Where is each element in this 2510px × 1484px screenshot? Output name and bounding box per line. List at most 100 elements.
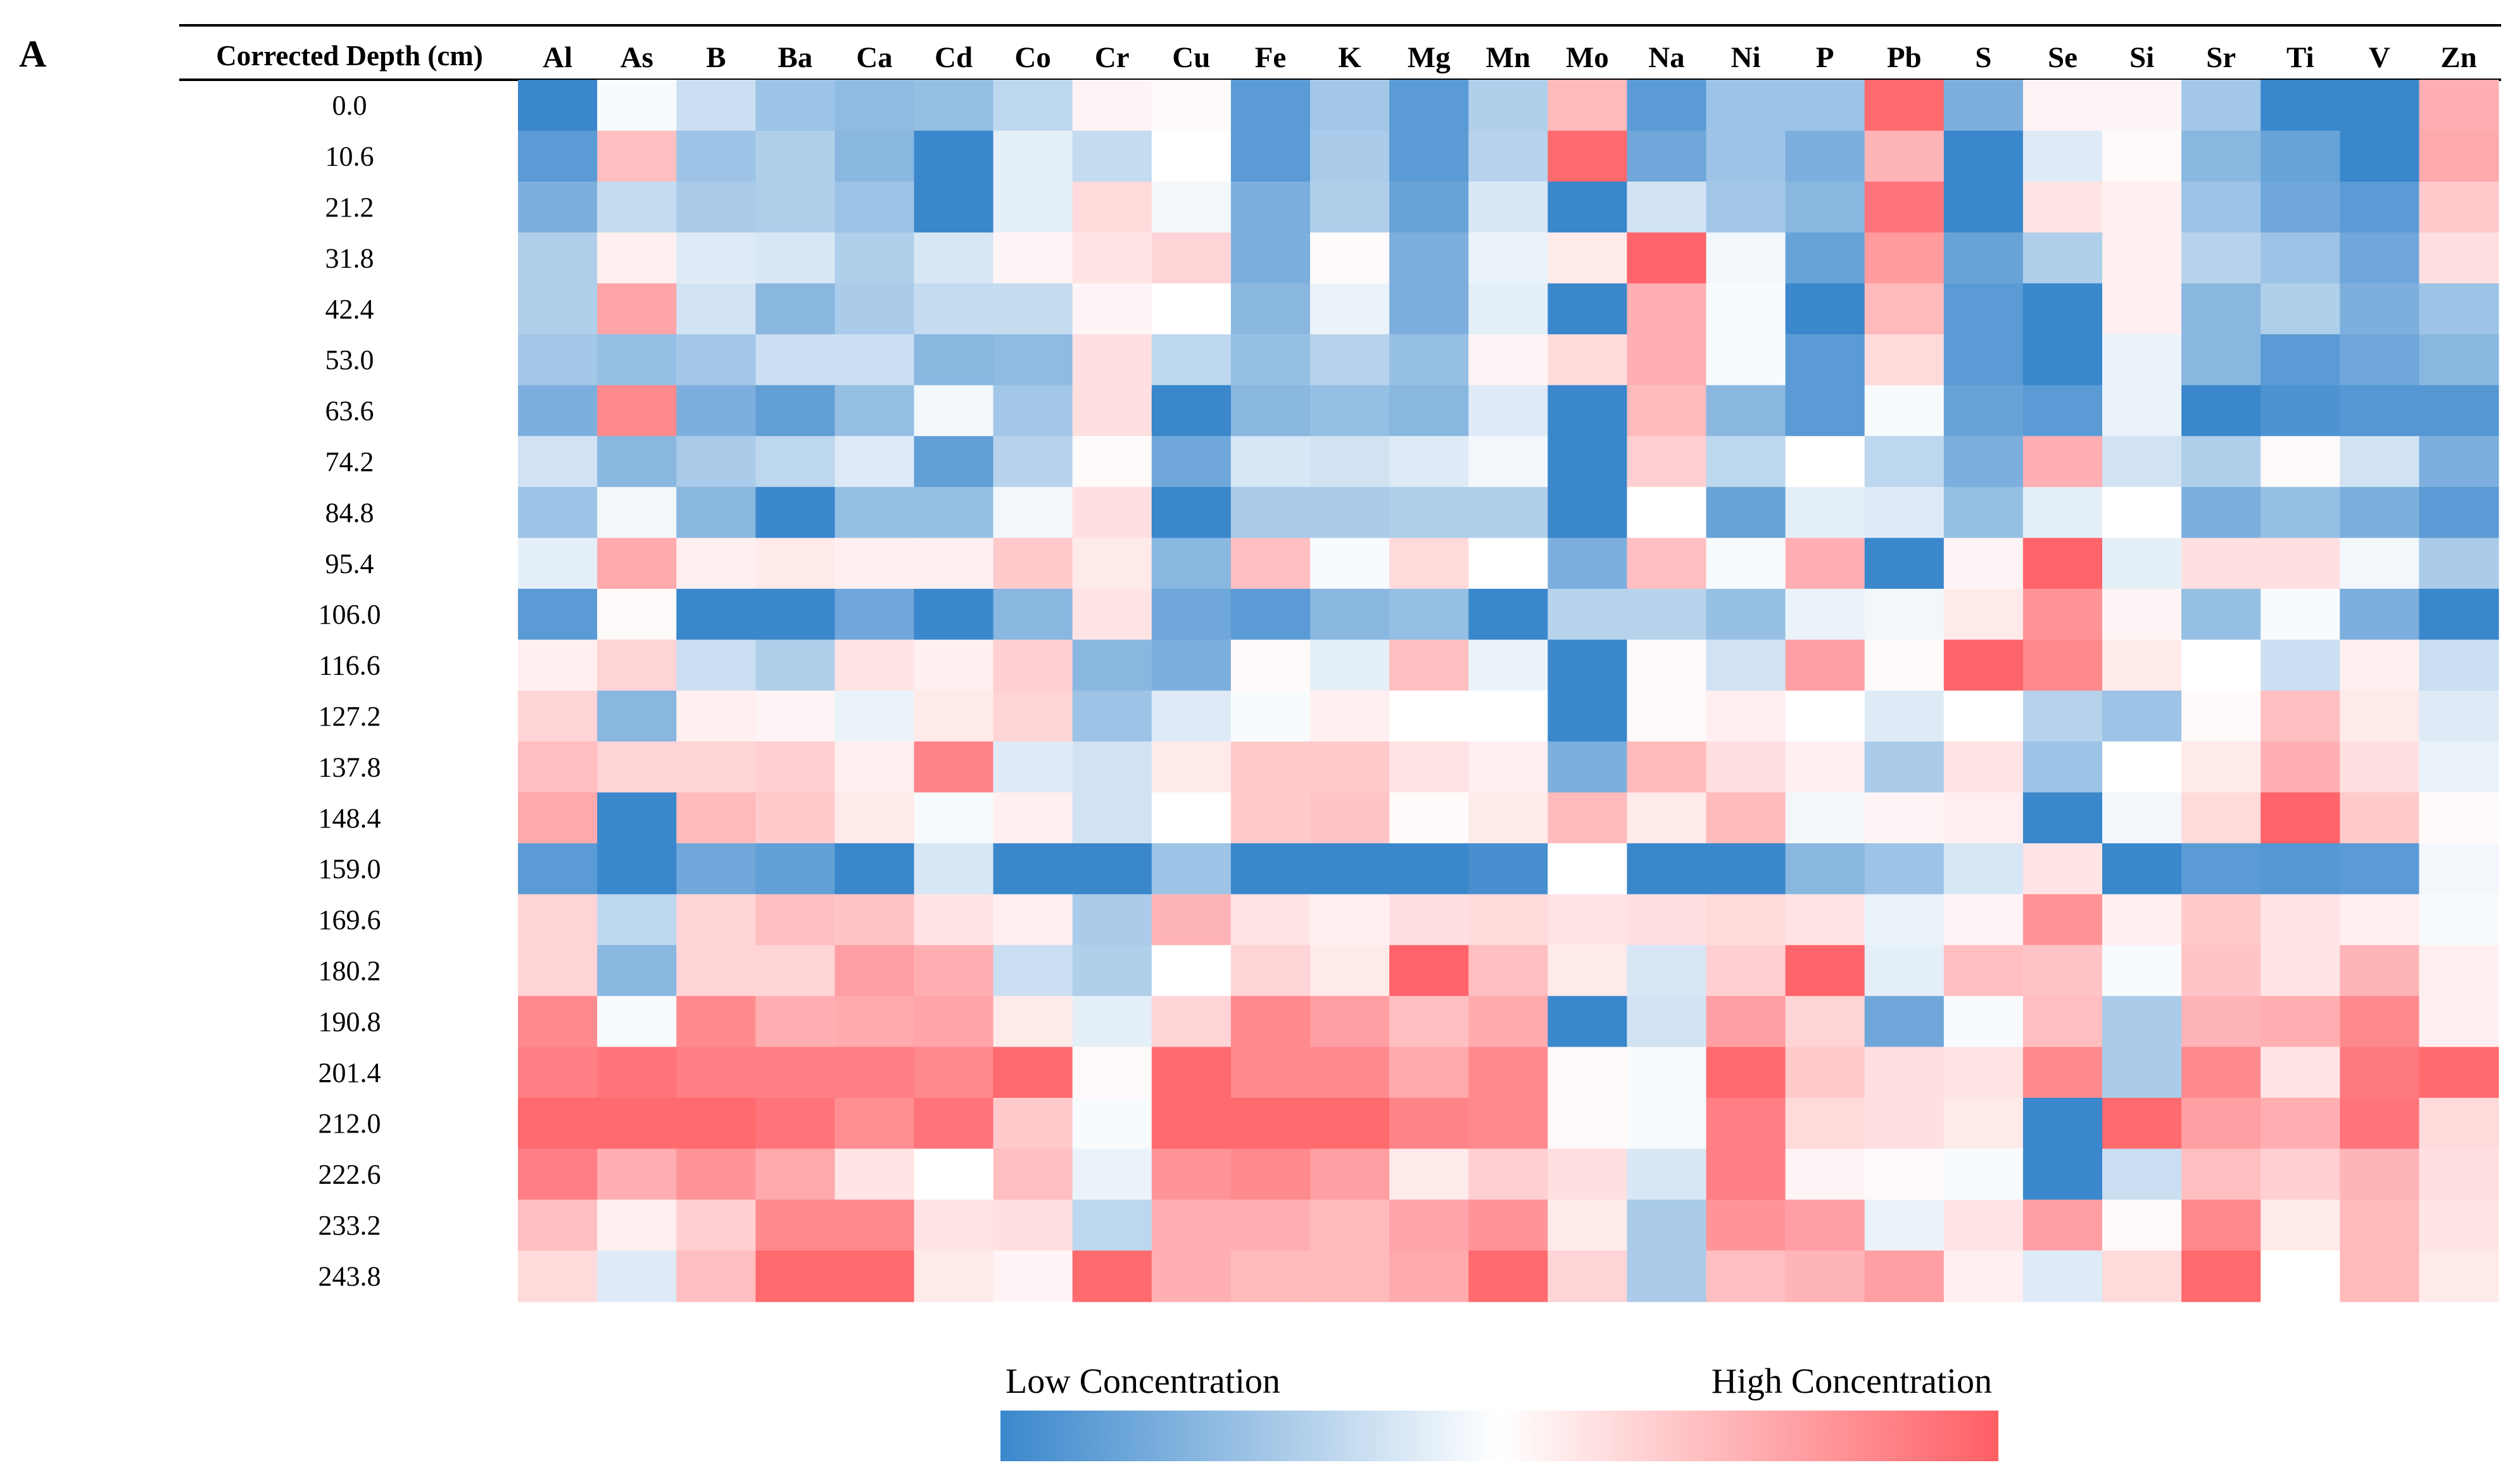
cell-233-2-si (2102, 1199, 2183, 1252)
cell-0-0-s (1943, 80, 2024, 132)
cell-116-6-mg (1389, 639, 1470, 691)
cell-137-8-cd (914, 741, 994, 793)
cell-190-8-as (597, 996, 678, 1048)
cell-63-6-cd (914, 385, 994, 437)
cell-74-2-zn (2419, 436, 2499, 488)
cell-10-6-cd (914, 130, 994, 182)
cell-84-8-pb (1864, 487, 1945, 539)
cell-201-4-s (1943, 1047, 2024, 1098)
cell-169-6-sr (2181, 894, 2262, 946)
cell-212-0-ni (1706, 1098, 1786, 1150)
cell-243-8-mg (1389, 1250, 1470, 1302)
cell-0-0-v (2340, 80, 2420, 132)
cell-180-2-p (1785, 945, 1865, 997)
cell-201-4-pb (1864, 1047, 1945, 1098)
cell-42-4-cd (914, 283, 994, 335)
cell-21-2-as (597, 181, 678, 234)
cell-116-6-s (1943, 639, 2024, 691)
cell-137-8-si (2102, 741, 2183, 793)
column-header-fe: Fe (1255, 41, 1287, 74)
cell-106-0-zn (2419, 589, 2499, 641)
cell-116-6-v (2340, 639, 2420, 691)
cell-0-0-sr (2181, 80, 2262, 132)
cell-74-2-al (518, 436, 598, 488)
cell-116-6-cr (1072, 639, 1152, 691)
cell-95-4-mo (1548, 538, 1628, 589)
cell-95-4-v (2340, 538, 2420, 589)
cell-74-2-mn (1468, 436, 1549, 488)
row-label-10-6: 10.6 (325, 141, 374, 172)
row-label-190-8: 190.8 (318, 1006, 381, 1037)
cell-137-8-na (1627, 741, 1707, 793)
cell-212-0-b (676, 1098, 757, 1150)
cell-148-4-ni (1706, 792, 1786, 844)
cell-106-0-al (518, 589, 598, 641)
cell-159-0-se (2022, 843, 2103, 895)
cell-84-8-as (597, 487, 678, 539)
cell-212-0-ti (2261, 1098, 2341, 1150)
cell-95-4-ba (755, 538, 836, 589)
cell-233-2-cu (1151, 1199, 1232, 1252)
cell-243-8-na (1627, 1250, 1707, 1302)
cell-74-2-ti (2261, 436, 2341, 488)
cell-233-2-na (1627, 1199, 1707, 1252)
cell-42-4-mg (1389, 283, 1470, 335)
cell-21-2-pb (1864, 181, 1945, 234)
cell-116-6-b (676, 639, 757, 691)
cell-31-8-cu (1151, 232, 1232, 284)
cell-190-8-si (2102, 996, 2183, 1048)
cell-74-2-cr (1072, 436, 1152, 488)
column-header-as: As (621, 41, 653, 74)
cell-74-2-cd (914, 436, 994, 488)
column-header-cu: Cu (1172, 41, 1210, 74)
cell-148-4-cr (1072, 792, 1152, 844)
cell-127-2-v (2340, 690, 2420, 743)
cell-233-2-cd (914, 1199, 994, 1252)
cell-159-0-as (597, 843, 678, 895)
cell-222-6-v (2340, 1148, 2420, 1200)
cell-106-0-cr (1072, 589, 1152, 641)
column-header-ca: Ca (856, 41, 892, 74)
cell-116-6-as (597, 639, 678, 691)
cell-222-6-sr (2181, 1148, 2262, 1200)
cell-0-0-ti (2261, 80, 2341, 132)
cell-201-4-al (518, 1047, 598, 1098)
cell-212-0-mg (1389, 1098, 1470, 1150)
cell-116-6-mo (1548, 639, 1628, 691)
cell-0-0-zn (2419, 80, 2499, 132)
cell-31-8-s (1943, 232, 2024, 284)
column-headers: Al As B Ba Ca Cd Co Cr Cu Fe K Mg Mn Mo Na Ni P Pb S Se Si Sr… (543, 41, 2477, 74)
cell-159-0-na (1627, 843, 1707, 895)
column-header-mn: Mn (1486, 41, 1531, 74)
cell-148-4-sr (2181, 792, 2262, 844)
cell-222-6-pb (1864, 1148, 1945, 1200)
cell-233-2-cr (1072, 1199, 1152, 1252)
cell-95-4-ca (835, 538, 915, 589)
cell-159-0-cu (1151, 843, 1232, 895)
cell-74-2-s (1943, 436, 2024, 488)
cell-53-0-mo (1548, 334, 1628, 386)
cell-190-8-cr (1072, 996, 1152, 1048)
cell-42-4-cu (1151, 283, 1232, 335)
cell-201-4-cd (914, 1047, 994, 1098)
cell-116-6-p (1785, 639, 1865, 691)
cell-180-2-fe (1230, 945, 1311, 997)
cell-233-2-as (597, 1199, 678, 1252)
cell-63-6-al (518, 385, 598, 437)
cell-159-0-mo (1548, 843, 1628, 895)
cell-137-8-zn (2419, 741, 2499, 793)
cell-116-6-pb (1864, 639, 1945, 691)
cell-212-0-v (2340, 1098, 2420, 1150)
cell-180-2-ca (835, 945, 915, 997)
cell-63-6-ti (2261, 385, 2341, 437)
cell-243-8-cd (914, 1250, 994, 1302)
cell-84-8-ca (835, 487, 915, 539)
cell-106-0-s (1943, 589, 2024, 641)
cell-233-2-pb (1864, 1199, 1945, 1252)
cell-148-4-si (2102, 792, 2183, 844)
cell-159-0-b (676, 843, 757, 895)
row-label-180-2: 180.2 (318, 955, 381, 986)
cell-42-4-ni (1706, 283, 1786, 335)
cell-169-6-al (518, 894, 598, 946)
column-header-co: Co (1014, 41, 1050, 74)
